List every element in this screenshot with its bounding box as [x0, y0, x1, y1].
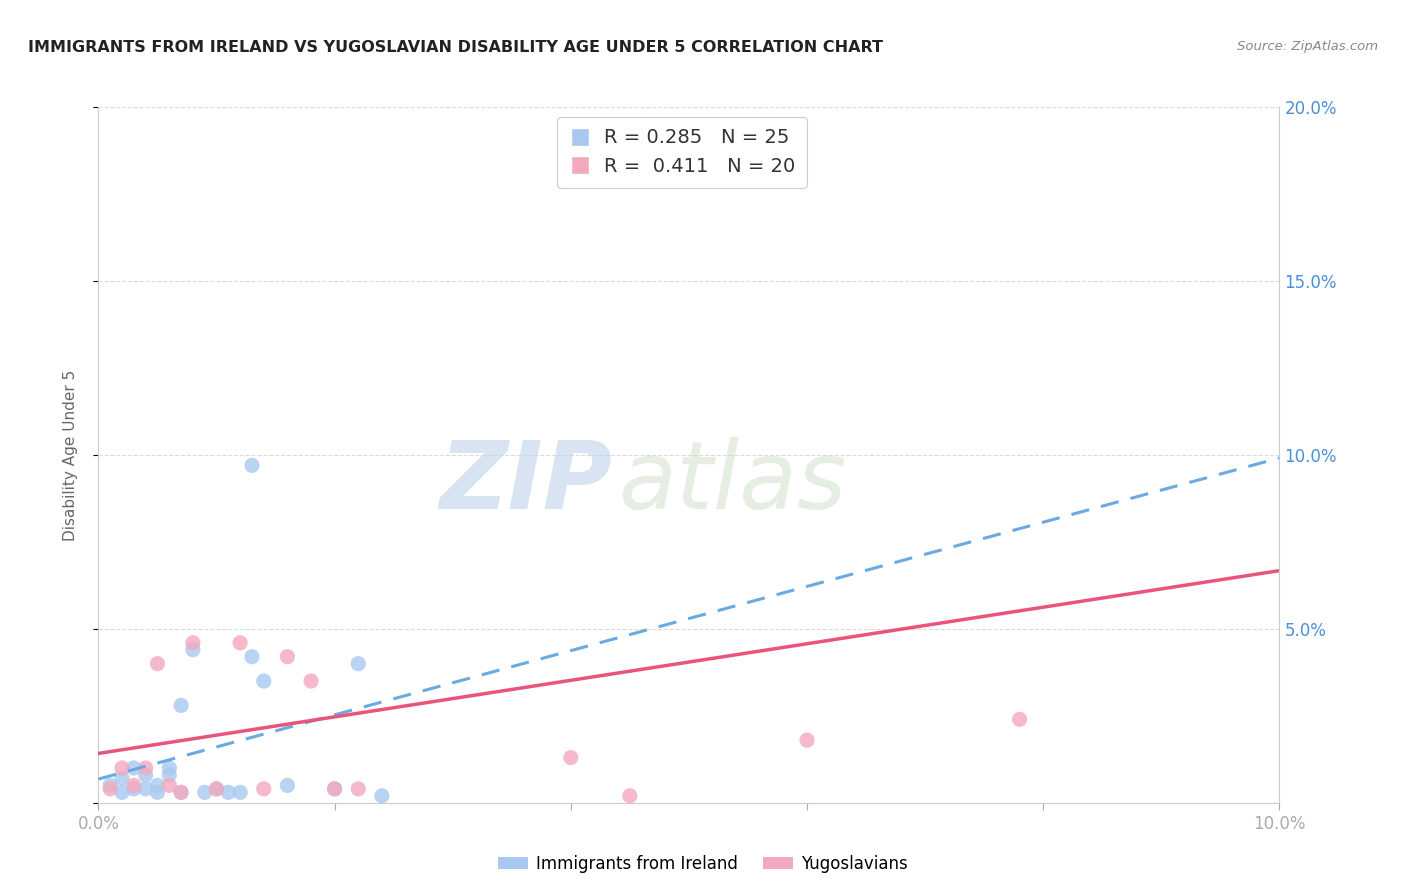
Text: IMMIGRANTS FROM IRELAND VS YUGOSLAVIAN DISABILITY AGE UNDER 5 CORRELATION CHART: IMMIGRANTS FROM IRELAND VS YUGOSLAVIAN D…	[28, 40, 883, 55]
Point	[98, 781, 121, 796]
Text: Source: ZipAtlas.com: Source: ZipAtlas.com	[1237, 40, 1378, 54]
Legend: Immigrants from Ireland, Yugoslavians: Immigrants from Ireland, Yugoslavians	[491, 848, 915, 880]
Legend: R = 0.285   N = 25, R =  0.411   N = 20: R = 0.285 N = 25, R = 0.411 N = 20	[557, 117, 807, 188]
Y-axis label: Disability Age Under 5: Disability Age Under 5	[63, 369, 77, 541]
Point	[619, 789, 641, 803]
Point	[560, 750, 582, 764]
Point	[111, 785, 134, 799]
Text: ZIP: ZIP	[439, 437, 612, 529]
Point	[122, 778, 145, 793]
Point	[111, 761, 134, 775]
Point	[323, 781, 346, 796]
Point	[229, 785, 252, 799]
Point	[240, 649, 263, 664]
Point	[253, 674, 276, 689]
Point	[240, 458, 263, 473]
Point	[347, 781, 370, 796]
Point	[371, 789, 394, 803]
Point	[796, 733, 818, 747]
Point	[1008, 712, 1031, 726]
Point	[654, 152, 676, 166]
Point	[146, 778, 169, 793]
Point	[170, 785, 193, 799]
Point	[299, 674, 322, 689]
Point	[181, 642, 204, 657]
Point	[205, 781, 228, 796]
Point	[122, 781, 145, 796]
Point	[276, 778, 298, 793]
Point	[253, 781, 276, 796]
Point	[181, 636, 204, 650]
Point	[146, 657, 169, 671]
Point	[170, 698, 193, 713]
Point	[157, 778, 180, 793]
Point	[229, 636, 252, 650]
Text: atlas: atlas	[619, 437, 846, 528]
Point	[122, 761, 145, 775]
Point	[146, 785, 169, 799]
Point	[135, 761, 157, 775]
Point	[323, 781, 346, 796]
Point	[276, 649, 298, 664]
Point	[111, 772, 134, 786]
Point	[98, 778, 121, 793]
Point	[217, 785, 239, 799]
Point	[157, 761, 180, 775]
Point	[135, 781, 157, 796]
Point	[194, 785, 217, 799]
Point	[157, 768, 180, 782]
Point	[205, 781, 228, 796]
Point	[135, 768, 157, 782]
Point	[347, 657, 370, 671]
Point	[170, 785, 193, 799]
